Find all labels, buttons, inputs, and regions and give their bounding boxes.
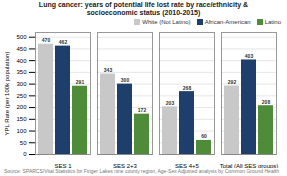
svg-text:250: 250 [16,93,27,99]
svg-text:50: 50 [20,140,27,146]
html-text:White (Not Latino): White (Not Latino) [142,19,191,25]
svg-text:SES 2+3: SES 2+3 [113,163,138,168]
svg-text:343: 343 [104,67,113,73]
svg-text:203: 203 [166,100,175,106]
svg-text:450: 450 [16,46,27,52]
svg-text:500: 500 [16,34,27,40]
svg-text:350: 350 [16,69,27,75]
svg-text:291: 291 [76,79,85,85]
svg-text:208: 208 [262,99,271,105]
svg-text:Total (All SES groups): Total (All SES groups) [220,163,279,168]
svg-text:60: 60 [201,133,207,139]
svg-text:200: 200 [16,104,27,110]
svg-text:268: 268 [183,85,192,91]
html-text:Lung cancer: years of potentia: Lung cancer: years of potential life los… [38,1,249,16]
html-text:Latino: Latino [264,19,281,25]
svg-text:172: 172 [138,107,147,113]
svg-text:0: 0 [23,151,27,157]
html-text:Source: SPARCS/Vital Statistic: Source: SPARCS/Vital Statistics for Fing… [4,168,279,174]
svg-text:150: 150 [16,116,27,122]
svg-text:SES 4+5: SES 4+5 [175,163,200,168]
svg-text:470: 470 [42,37,51,43]
svg-text:292: 292 [228,79,237,85]
svg-text:300: 300 [121,77,130,83]
svg-text:462: 462 [59,39,68,45]
svg-text:403: 403 [245,53,254,59]
svg-text:300: 300 [16,81,27,87]
svg-text:100: 100 [16,128,27,134]
svg-text:YPL Rate (per 100k population): YPL Rate (per 100k population) [4,52,10,136]
html-text:African-American: African-American [204,19,251,25]
svg-text:400: 400 [16,58,27,64]
svg-text:SES 1: SES 1 [54,163,72,168]
